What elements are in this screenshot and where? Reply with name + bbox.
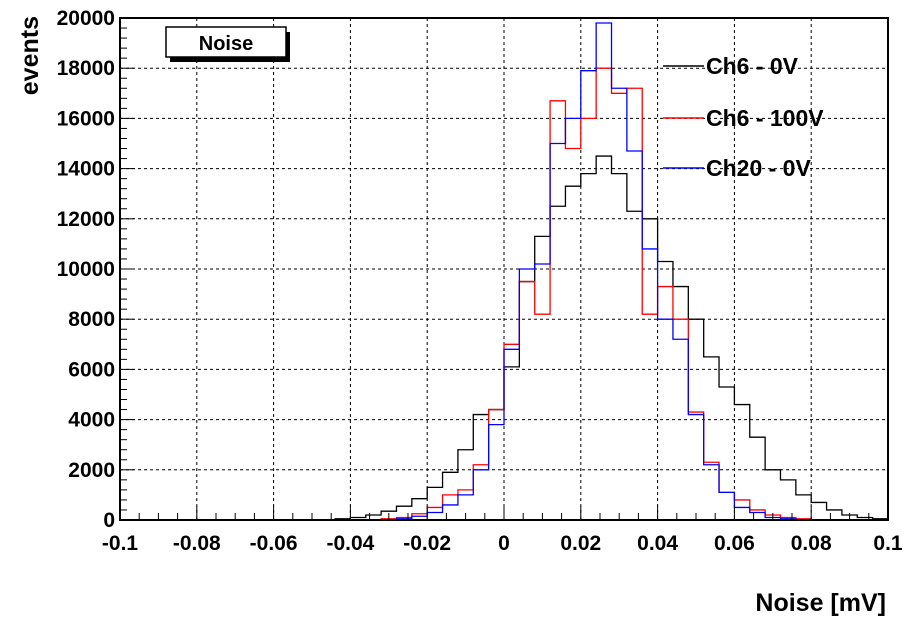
legend-label: Ch6 - 100V <box>706 105 824 131</box>
title-box: Noise <box>165 26 290 62</box>
y-tick-label: 0 <box>103 509 115 532</box>
x-tick-label: 0.04 <box>637 532 678 555</box>
legend: Ch6 - 0V Ch6 - 100V Ch20 - 0V <box>663 53 824 181</box>
x-tick-label: 0.02 <box>560 532 601 555</box>
y-axis-title: events <box>16 16 44 95</box>
y-tick-label: 16000 <box>57 107 115 130</box>
y-tick-label: 10000 <box>57 258 115 281</box>
x-tick-label: 0 <box>498 532 510 555</box>
x-tick-label: -0.04 <box>326 532 374 555</box>
y-tick-label: 8000 <box>68 308 115 331</box>
x-tick-label: 0.08 <box>791 532 832 555</box>
y-tick-label: 4000 <box>68 409 115 432</box>
y-tick-label: 18000 <box>57 57 115 80</box>
y-tick-label: 14000 <box>57 158 115 181</box>
x-tick-label: -0.1 <box>102 532 139 555</box>
x-tick-label: -0.02 <box>403 532 451 555</box>
x-tick-label: -0.06 <box>250 532 298 555</box>
x-tick-label: 0.1 <box>873 532 903 555</box>
x-tick-labels: -0.1 -0.08 -0.06 -0.04 -0.02 0 0.02 0.04 0.06 0.0… <box>102 532 903 555</box>
x-tick-label: 0.06 <box>714 532 755 555</box>
y-tick-label: 12000 <box>57 208 115 231</box>
legend-label: Ch20 - 0V <box>706 155 811 181</box>
y-tick-label: 20000 <box>57 7 115 30</box>
x-tick-label: -0.08 <box>173 532 221 555</box>
y-tick-label: 2000 <box>68 459 115 482</box>
y-tick-labels: 0 2000 4000 6000 8000 10000 12000 14000 16000 180… <box>57 7 115 532</box>
chart-title: Noise <box>199 33 253 55</box>
x-axis-title: Noise [mV] <box>755 589 886 617</box>
y-tick-label: 6000 <box>68 358 115 381</box>
legend-label: Ch6 - 0V <box>706 53 799 79</box>
grid-lines <box>120 18 888 520</box>
axis-ticks <box>119 17 889 521</box>
